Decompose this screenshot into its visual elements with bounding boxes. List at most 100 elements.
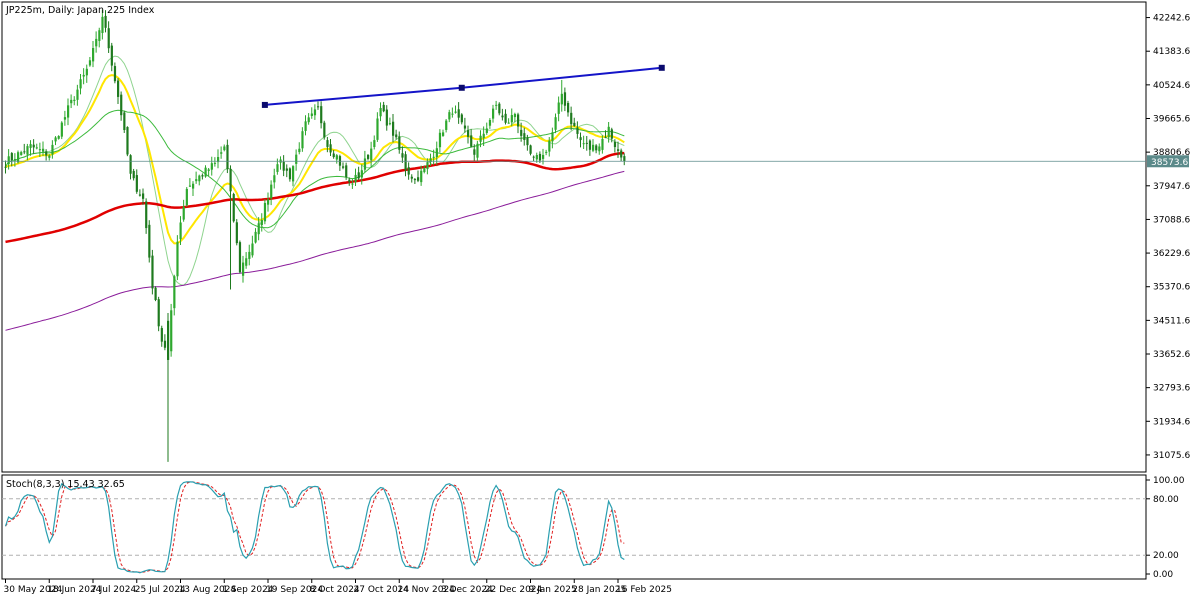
stoch-tick-label: 100.00 bbox=[1153, 476, 1185, 486]
candle-body bbox=[579, 137, 582, 141]
y-tick-label: 31075.6 bbox=[1153, 451, 1190, 461]
y-tick-label: 40524.6 bbox=[1153, 81, 1190, 91]
x-tick-label: 9 Jan 2025 bbox=[529, 585, 577, 595]
candle-body bbox=[235, 222, 238, 244]
candle-body bbox=[301, 131, 304, 149]
candle-body bbox=[110, 45, 113, 66]
candle-body bbox=[523, 133, 526, 141]
candle-body bbox=[345, 165, 348, 177]
y-tick-label: 35370.6 bbox=[1153, 283, 1190, 293]
candle-body bbox=[507, 122, 510, 124]
candle-body bbox=[4, 166, 7, 168]
x-tick-label: 27 Oct 2024 bbox=[354, 585, 410, 595]
candle-body bbox=[79, 79, 82, 89]
candle-body bbox=[232, 194, 235, 222]
candle-body bbox=[313, 109, 317, 116]
candle-body bbox=[307, 117, 310, 123]
price-plot bbox=[2, 9, 1146, 462]
candle-body bbox=[610, 129, 613, 139]
candle-body bbox=[567, 102, 570, 113]
candle-body bbox=[582, 143, 585, 145]
candle-body bbox=[60, 122, 63, 137]
candle-body bbox=[576, 127, 579, 134]
candle-body bbox=[601, 138, 604, 150]
candle-body bbox=[57, 136, 60, 139]
candle-body bbox=[207, 169, 210, 171]
candle-body bbox=[88, 60, 92, 66]
candle-body bbox=[438, 132, 442, 148]
candle-body bbox=[226, 144, 229, 170]
candle-body bbox=[92, 47, 95, 62]
candle-body bbox=[23, 151, 26, 153]
candle-body bbox=[151, 255, 154, 289]
candle-body bbox=[248, 251, 251, 259]
candle-body bbox=[545, 151, 548, 153]
candle-body bbox=[504, 113, 507, 123]
candle-body bbox=[195, 179, 198, 182]
candle-body bbox=[585, 142, 588, 144]
candle-body bbox=[85, 68, 88, 76]
candle-body bbox=[479, 135, 482, 142]
candle-body bbox=[267, 199, 270, 205]
current-price-tag bbox=[1147, 155, 1189, 168]
candle-body bbox=[217, 157, 220, 163]
candle-body bbox=[48, 155, 51, 158]
y-tick-label: 38806.6 bbox=[1153, 148, 1190, 158]
candle-body bbox=[407, 167, 410, 175]
candle-body bbox=[357, 172, 360, 179]
candle-body bbox=[129, 155, 132, 174]
price-panel bbox=[1, 1, 1147, 473]
candle-body bbox=[54, 137, 57, 142]
candle-body bbox=[532, 156, 535, 158]
candle-body bbox=[188, 185, 192, 187]
candle-body bbox=[204, 167, 207, 177]
candle-body bbox=[513, 113, 517, 118]
candle-body bbox=[270, 184, 273, 199]
candle-body bbox=[423, 168, 426, 173]
trendline-handle bbox=[458, 84, 465, 91]
candle-body bbox=[467, 130, 470, 137]
candle-body bbox=[298, 148, 301, 153]
candle-body bbox=[210, 163, 213, 170]
current-price-label: 38573.6 bbox=[1151, 158, 1188, 168]
candle-body bbox=[101, 16, 104, 34]
candle-body bbox=[201, 175, 204, 177]
stochastic-plot bbox=[2, 481, 1146, 574]
candle-body bbox=[17, 152, 20, 163]
candle-body bbox=[157, 299, 160, 327]
candle-body bbox=[360, 170, 363, 178]
candle-body bbox=[595, 145, 598, 151]
trendline-handle bbox=[261, 101, 268, 108]
candle-body bbox=[295, 154, 298, 164]
candle-body bbox=[223, 146, 226, 151]
candle-body bbox=[185, 188, 188, 206]
candle-body bbox=[445, 120, 448, 130]
x-tick-label: 18 Jun 2024 bbox=[47, 585, 101, 595]
candle-body bbox=[454, 111, 457, 113]
candle-body bbox=[363, 158, 367, 170]
candle-body bbox=[570, 112, 573, 125]
candle-body bbox=[617, 149, 620, 151]
candle-body bbox=[160, 328, 163, 342]
candle-body bbox=[213, 162, 217, 164]
candle-body bbox=[395, 134, 398, 138]
y-tick-label: 42242.6 bbox=[1153, 14, 1190, 24]
candle-body bbox=[492, 108, 495, 119]
candle-body bbox=[501, 115, 504, 118]
candle-body bbox=[176, 241, 179, 277]
candle-body bbox=[323, 122, 326, 138]
y-tick-label: 37088.6 bbox=[1153, 215, 1190, 225]
x-tick-label: 13 Aug 2024 bbox=[179, 585, 237, 595]
candle-body bbox=[113, 66, 117, 82]
candle-body bbox=[351, 183, 354, 185]
candle-body bbox=[26, 146, 29, 155]
trendline-handle bbox=[658, 64, 665, 71]
candle-body bbox=[470, 135, 473, 147]
candle-body bbox=[551, 132, 554, 142]
x-tick-label: 3 Dec 2024 bbox=[441, 585, 493, 595]
candle-body bbox=[517, 114, 520, 127]
candle-body bbox=[142, 193, 145, 199]
candle-body bbox=[76, 89, 79, 100]
candle-body bbox=[376, 118, 379, 140]
candle-body bbox=[385, 109, 388, 126]
